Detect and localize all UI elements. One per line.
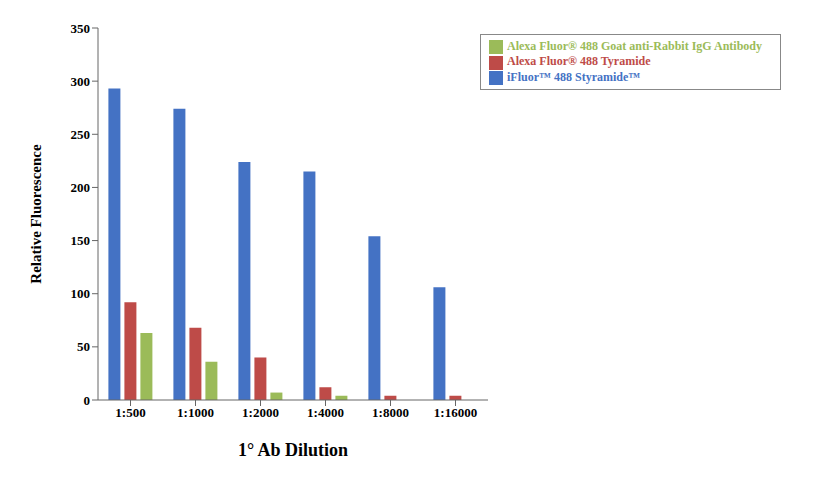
svg-text:1:8000: 1:8000 (372, 405, 409, 420)
svg-text:1:4000: 1:4000 (307, 405, 344, 420)
html-text:Alexa Fluor® 488 Goat anti-Rab: Alexa Fluor® 488 Goat anti-Rabbit IgG An… (507, 39, 762, 53)
svg-text:250: 250 (71, 127, 91, 142)
svg-text:150: 150 (71, 233, 91, 248)
html-text:Alexa Fluor® 488 Tyramide: Alexa Fluor® 488 Tyramide (507, 54, 651, 69)
svg-text:300: 300 (71, 74, 91, 89)
svg-text:200: 200 (71, 180, 91, 195)
svg-text:1:2000: 1:2000 (242, 405, 279, 420)
svg-text:Relative Fluorescence: Relative Fluorescence (28, 144, 44, 284)
svg-text:50: 50 (77, 339, 90, 354)
svg-text:350: 350 (71, 21, 91, 36)
svg-text:100: 100 (71, 286, 91, 301)
html-text:iFluor™ 488 Styramide™: iFluor™ 488 Styramide™ (507, 69, 641, 84)
svg-text:1:1000: 1:1000 (177, 405, 214, 420)
svg-text:1:500: 1:500 (115, 405, 145, 420)
svg-text:1:16000: 1:16000 (434, 405, 477, 420)
svg-text:1° Ab Dilution: 1° Ab Dilution (238, 440, 348, 460)
svg-text:0: 0 (84, 393, 91, 408)
